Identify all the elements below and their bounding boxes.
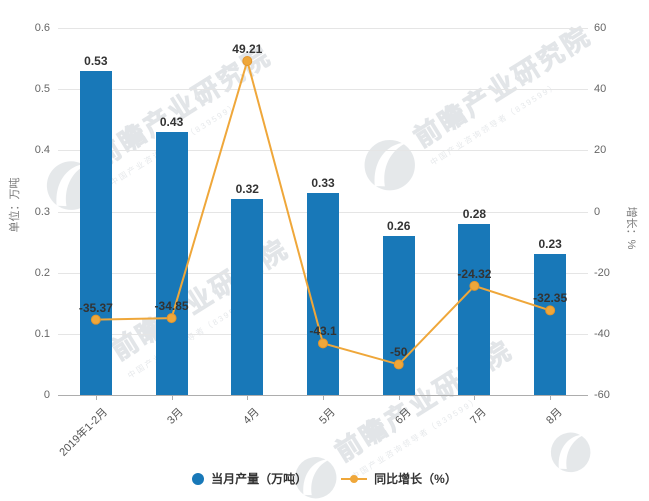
y-tick-label-right: 60 bbox=[594, 22, 607, 34]
bar-value-label: 0.53 bbox=[84, 53, 108, 68]
y-tick-label-left: 0.1 bbox=[34, 327, 50, 340]
legend-item-growth: 同比增长（%） bbox=[341, 470, 457, 487]
bar bbox=[534, 254, 567, 395]
gridline bbox=[58, 89, 588, 91]
right-axis-title: 增长：% bbox=[625, 206, 637, 250]
x-tick-mark bbox=[95, 395, 97, 400]
bar-value-label: 0.26 bbox=[387, 218, 411, 233]
watermark-text: 前瞻产业研究院 中国产业咨询领导者（839599） bbox=[329, 334, 518, 482]
gridline bbox=[58, 28, 588, 29]
bar bbox=[382, 235, 415, 395]
y-tick-label-left: 0 bbox=[43, 389, 50, 401]
bar-value-label: 0.28 bbox=[462, 206, 487, 221]
watermark-logo-icon bbox=[550, 432, 591, 473]
y-tick-label-right: 20 bbox=[594, 144, 607, 157]
legend-item-production: 当月产量（万吨） bbox=[192, 470, 307, 487]
watermark: 前瞻产业研究院 中国产业咨询领导者（839599） bbox=[103, 229, 304, 383]
bar bbox=[231, 199, 264, 395]
y-tick-label-left: 0.6 bbox=[34, 22, 50, 34]
watermark-text: 前瞻产业研究院 中国产业咨询领导者（839599） bbox=[106, 232, 295, 381]
x-tick-mark bbox=[550, 395, 552, 400]
bar bbox=[155, 131, 188, 395]
watermark: 前瞻产业研究院 中国产业咨询领导者（839599） bbox=[281, 330, 528, 501]
gridline bbox=[58, 150, 588, 152]
y-tick-label-right: 0 bbox=[594, 205, 601, 218]
bar-value-label: 0.43 bbox=[159, 114, 184, 129]
watermark: 前瞻产业研究院 中国产业咨询领导者（839599） bbox=[351, 15, 607, 204]
legend-label: 同比增长（%） bbox=[374, 472, 457, 486]
bar bbox=[79, 70, 112, 395]
legend: 当月产量（万吨） 同比增长（%） bbox=[0, 470, 649, 487]
y-tick-label-left: 0.2 bbox=[34, 266, 50, 279]
legend-marker-circle-icon bbox=[192, 472, 205, 485]
y-tick-label-left: 0.3 bbox=[34, 205, 50, 218]
legend-dot bbox=[350, 474, 359, 483]
legend-marker-line-dot-icon bbox=[341, 474, 368, 484]
line-point-label: 49.21 bbox=[232, 41, 263, 56]
left-axis-title: 单位：万吨 bbox=[9, 177, 21, 233]
line-point-label: -43.1 bbox=[309, 324, 337, 339]
legend-label: 当月产量（万吨） bbox=[211, 472, 308, 486]
line-point-label: -32.35 bbox=[533, 291, 568, 306]
x-tick-mark bbox=[323, 395, 324, 400]
line-point-label: -35.37 bbox=[78, 300, 113, 315]
line-point-label: -50 bbox=[390, 345, 408, 360]
y-tick-label-right: -20 bbox=[594, 266, 610, 279]
watermark bbox=[540, 422, 601, 483]
bar bbox=[307, 193, 339, 395]
line-point-label: -24.32 bbox=[457, 266, 492, 281]
x-tick-mark bbox=[474, 395, 476, 400]
y-tick-label-left: 0.4 bbox=[34, 144, 50, 157]
x-tick-mark bbox=[398, 395, 400, 400]
bar-value-label: 0.33 bbox=[311, 176, 335, 191]
bar bbox=[458, 223, 491, 395]
bar-value-label: 0.32 bbox=[235, 182, 259, 197]
y-tick-label-right: -40 bbox=[594, 327, 610, 340]
y-tick-label-left: 0.5 bbox=[34, 83, 50, 96]
watermark-logo-icon bbox=[294, 456, 337, 499]
x-tick-mark bbox=[171, 395, 173, 400]
bar-value-label: 0.23 bbox=[538, 237, 562, 252]
y-tick-label-right: -60 bbox=[594, 389, 610, 401]
x-tick-mark bbox=[247, 395, 249, 400]
y-tick-label-right: 40 bbox=[594, 83, 607, 96]
line-point-label: -34.85 bbox=[154, 299, 189, 314]
watermark-text: 前瞻产业研究院 中国产业咨询领导者（839599） bbox=[408, 19, 597, 167]
